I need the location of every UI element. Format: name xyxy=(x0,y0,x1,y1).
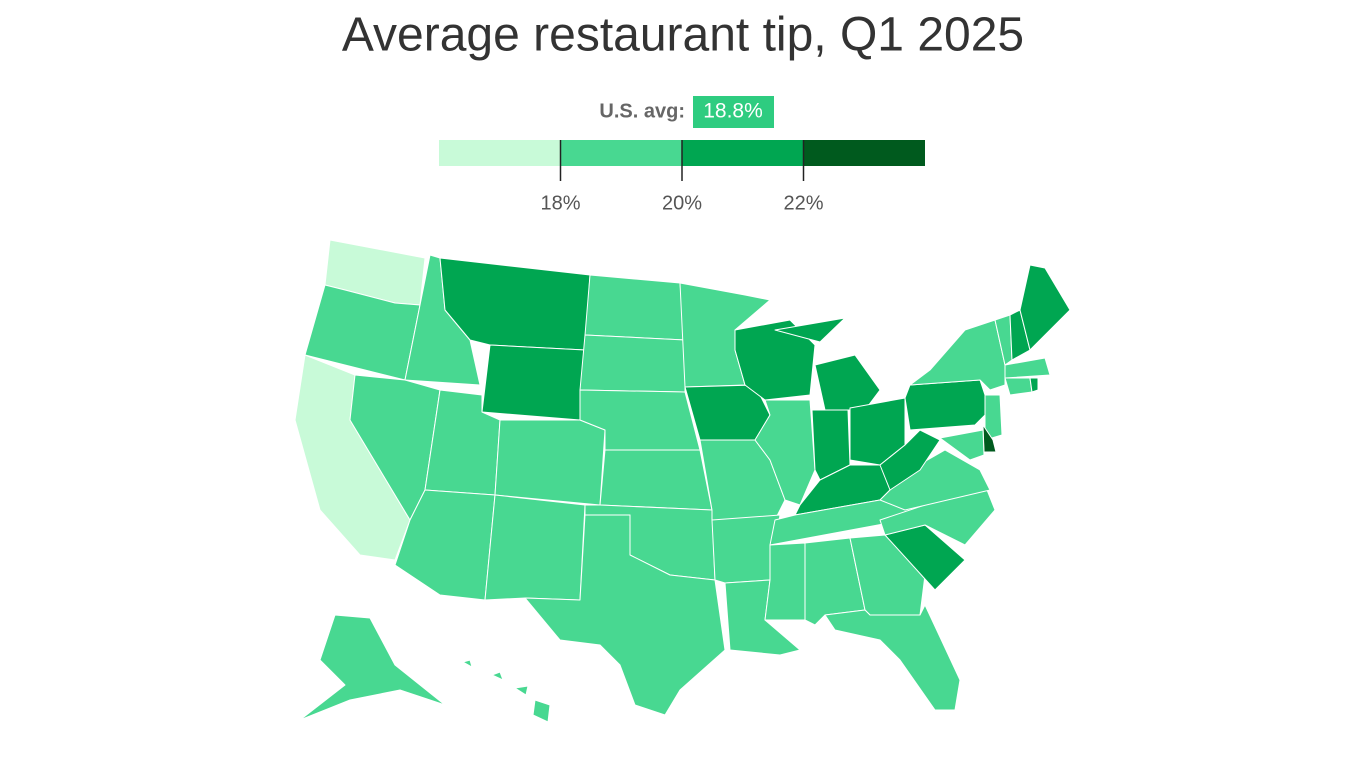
state xyxy=(481,344,586,421)
state xyxy=(764,542,806,621)
state xyxy=(484,494,586,601)
state xyxy=(824,604,961,711)
legend-swatch xyxy=(682,140,804,166)
state xyxy=(599,449,713,511)
legend: 18% 20% 22% xyxy=(439,140,925,214)
state xyxy=(532,699,551,723)
average-label: U.S. avg: xyxy=(599,100,685,122)
average-badge xyxy=(693,96,774,128)
state xyxy=(984,394,1003,441)
legend-swatch xyxy=(803,140,925,166)
state xyxy=(579,334,686,393)
legend-swatch xyxy=(439,140,561,166)
state xyxy=(734,319,816,401)
state xyxy=(754,399,816,506)
average-value: 18.8% xyxy=(703,100,763,123)
legend-swatch xyxy=(560,140,682,166)
state xyxy=(879,429,941,491)
state xyxy=(909,319,1006,391)
state xyxy=(774,317,846,343)
state xyxy=(1019,264,1071,351)
state xyxy=(494,419,606,506)
state xyxy=(1004,357,1051,379)
state xyxy=(814,354,881,411)
state xyxy=(1029,377,1039,393)
state xyxy=(904,379,991,431)
state xyxy=(524,514,726,716)
map xyxy=(294,239,1071,723)
legend-tick-label: 20% xyxy=(662,192,702,214)
state xyxy=(1004,377,1033,396)
state xyxy=(491,671,504,681)
state xyxy=(584,274,686,341)
state xyxy=(939,429,985,461)
state xyxy=(514,685,529,696)
legend-tick-label: 22% xyxy=(783,192,823,214)
state xyxy=(299,614,446,721)
state xyxy=(462,659,473,668)
chart-title: Average restaurant tip, Q1 2025 xyxy=(342,9,1024,62)
legend-tick-label: 18% xyxy=(540,192,580,214)
